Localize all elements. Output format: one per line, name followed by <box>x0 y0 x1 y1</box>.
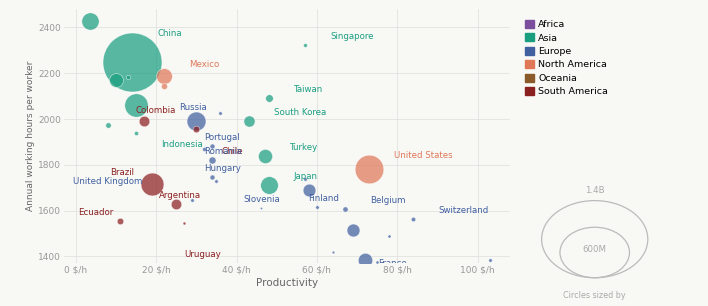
Point <box>215 111 226 116</box>
Point <box>372 259 383 264</box>
Text: Argentina: Argentina <box>159 191 202 200</box>
Point <box>187 198 198 203</box>
Point <box>263 183 274 188</box>
Point <box>159 73 170 78</box>
Text: France: France <box>378 259 407 268</box>
Text: Russia: Russia <box>180 103 207 112</box>
Text: Norway: Norway <box>406 284 438 293</box>
Point <box>263 95 274 100</box>
Text: Singapore: Singapore <box>330 32 374 41</box>
Text: Colombia: Colombia <box>136 106 176 114</box>
Point <box>84 18 96 23</box>
Text: Belgium: Belgium <box>370 196 406 205</box>
Point <box>147 181 158 186</box>
Point <box>207 174 218 179</box>
Point <box>114 218 125 223</box>
Point <box>199 146 210 151</box>
Text: Ecuador: Ecuador <box>78 208 113 217</box>
Text: Finland: Finland <box>309 194 339 203</box>
Text: Portugal: Portugal <box>204 133 239 142</box>
Text: Mexico: Mexico <box>190 60 219 69</box>
Text: 600M: 600M <box>583 245 607 255</box>
Point <box>303 188 314 192</box>
Text: Taiwan: Taiwan <box>294 85 323 94</box>
Text: Uruguay: Uruguay <box>184 250 221 259</box>
Text: Vietnam: Vietnam <box>0 81 17 90</box>
Text: 1.4B: 1.4B <box>585 186 605 196</box>
Point <box>130 103 142 108</box>
Legend: Africa, Asia, Europe, North America, Oceania, South America: Africa, Asia, Europe, North America, Oce… <box>525 20 608 96</box>
Text: Slovenia: Slovenia <box>244 195 280 204</box>
Point <box>190 119 202 124</box>
Point <box>484 258 496 263</box>
X-axis label: Productivity: Productivity <box>256 278 318 288</box>
Point <box>159 84 170 89</box>
Point <box>408 216 419 221</box>
Text: Brazil: Brazil <box>110 168 134 177</box>
Text: South Korea: South Korea <box>274 108 326 117</box>
Text: Germany: Germany <box>390 289 430 298</box>
Point <box>190 127 202 132</box>
Y-axis label: Annual working hours per worker: Annual working hours per worker <box>26 61 35 211</box>
Text: United Kingdom: United Kingdom <box>73 177 142 186</box>
Point <box>255 205 266 210</box>
Point <box>360 258 371 263</box>
Text: United States: United States <box>394 151 453 160</box>
Text: China: China <box>157 29 182 38</box>
Text: Indonesia: Indonesia <box>161 140 203 149</box>
Point <box>211 178 222 183</box>
Point <box>171 201 182 206</box>
Point <box>102 122 113 127</box>
Text: Romania: Romania <box>204 147 241 156</box>
Point <box>130 130 142 135</box>
Point <box>126 59 137 64</box>
Text: Japan: Japan <box>294 172 318 181</box>
Text: Circles sized by: Circles sized by <box>564 291 626 300</box>
Text: Chile: Chile <box>222 147 244 156</box>
Point <box>139 119 150 124</box>
Point <box>312 205 323 210</box>
Point <box>363 167 375 172</box>
Point <box>348 227 359 232</box>
Point <box>207 157 218 162</box>
Point <box>259 153 270 158</box>
Point <box>243 118 254 123</box>
Point <box>299 177 311 182</box>
Point <box>207 143 218 148</box>
Point <box>110 78 122 83</box>
Text: Switzerland: Switzerland <box>438 206 489 215</box>
Point <box>384 233 395 238</box>
Text: Turkey: Turkey <box>290 143 318 152</box>
Point <box>339 207 350 212</box>
Point <box>299 42 311 47</box>
Point <box>122 75 134 80</box>
Point <box>327 249 338 254</box>
Point <box>178 221 190 226</box>
Text: Hungary: Hungary <box>204 164 241 173</box>
